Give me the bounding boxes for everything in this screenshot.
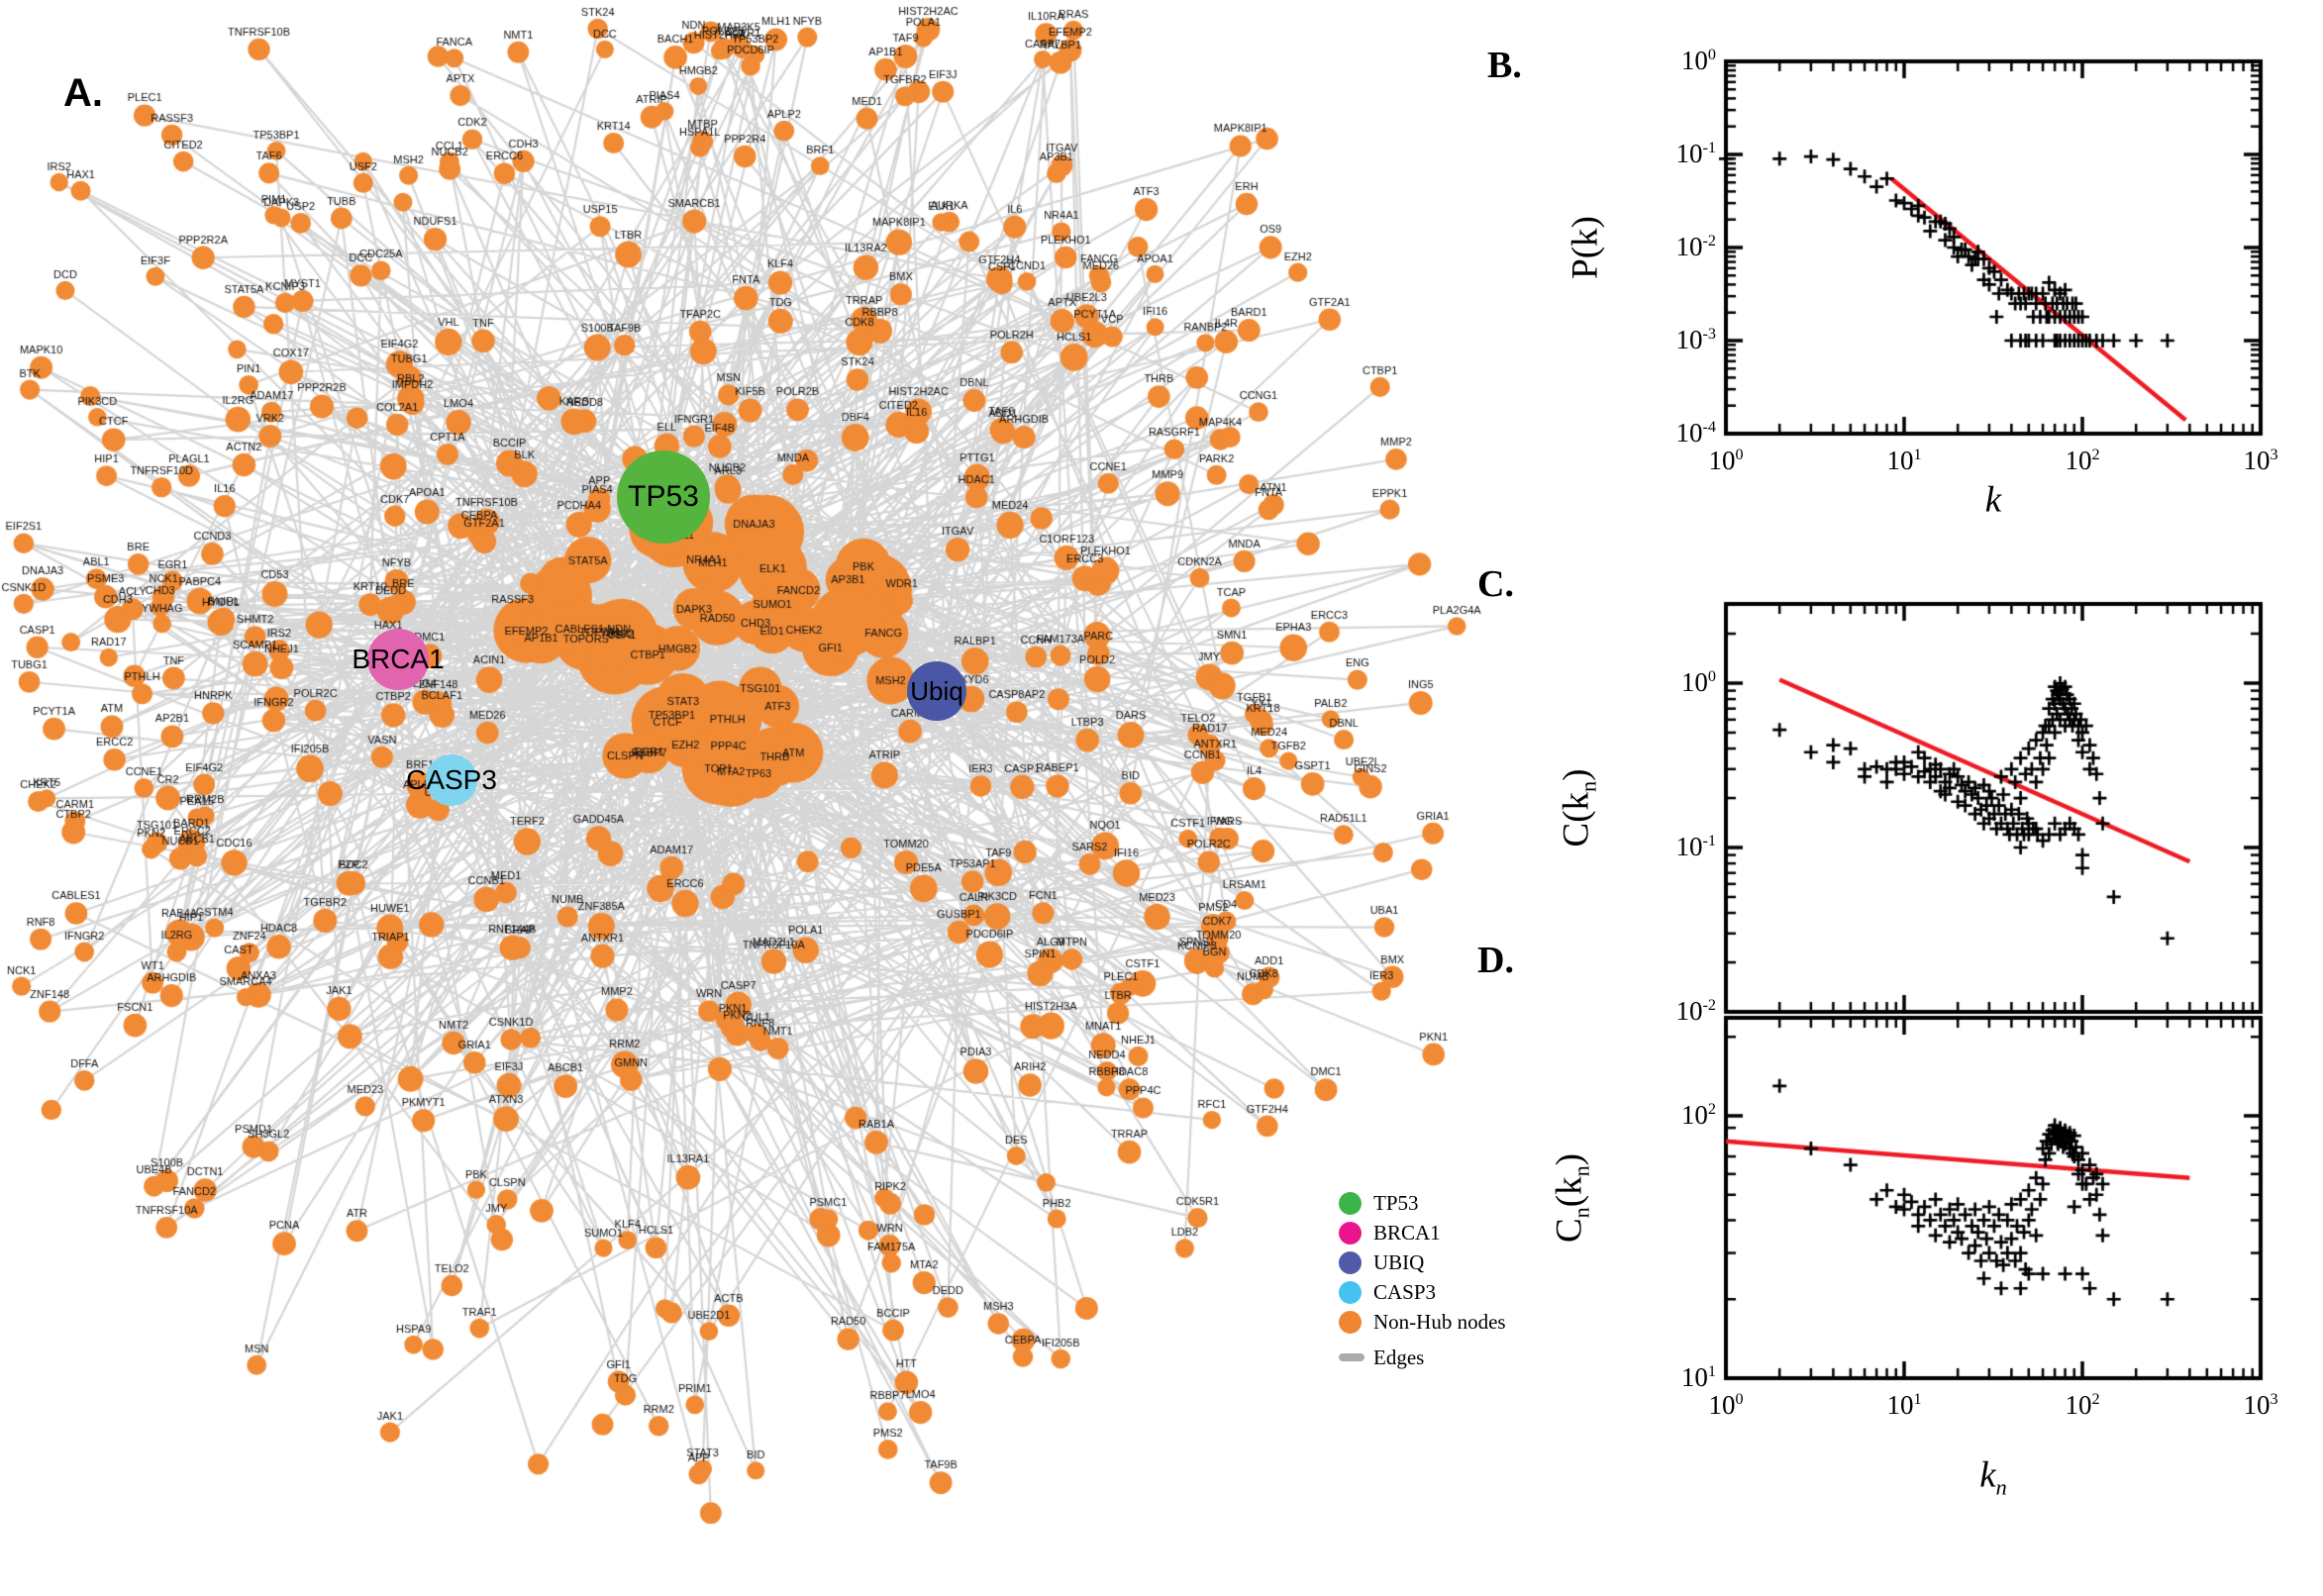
y-tick-label-B: 10-3 bbox=[1675, 324, 1716, 354]
x-tick-label-D: 100 bbox=[1708, 1390, 1744, 1420]
x-tick-label-D: 101 bbox=[1886, 1390, 1922, 1420]
legend-item-non-hub-nodes: Non-Hub nodes bbox=[1339, 1307, 1506, 1337]
hub-ubiq: Ubiq bbox=[907, 661, 966, 721]
x-axis-title-D: kn bbox=[1979, 1454, 2007, 1500]
edge-swatch-icon bbox=[1339, 1353, 1364, 1361]
x-tick-label-D: 102 bbox=[2065, 1390, 2100, 1420]
y-tick-label-D: 101 bbox=[1680, 1361, 1716, 1392]
hub-brca1: BRCA1 bbox=[352, 629, 445, 690]
node-swatch-icon bbox=[1339, 1310, 1362, 1334]
panel-c-label: C. bbox=[1477, 563, 1514, 605]
x-tick-label-B: 102 bbox=[2065, 446, 2100, 475]
legend-item-brca1: BRCA1 bbox=[1339, 1218, 1506, 1247]
x-axis-title-B: k bbox=[1984, 479, 2002, 521]
hub-tp53-label: TP53 bbox=[628, 480, 699, 513]
node-swatch-icon bbox=[1339, 1221, 1362, 1245]
hub-ubiq-label: Ubiq bbox=[910, 675, 963, 706]
legend-item-label: Non-Hub nodes bbox=[1373, 1309, 1506, 1334]
legend-item-label: TP53 bbox=[1373, 1190, 1419, 1215]
x-tick-label-D: 103 bbox=[2243, 1390, 2278, 1420]
legend-item-label: UBIQ bbox=[1373, 1249, 1425, 1274]
network-graph bbox=[0, 0, 1485, 1596]
hub-brca1-label: BRCA1 bbox=[352, 644, 445, 674]
y-tick-label-B: 10-4 bbox=[1675, 417, 1716, 448]
y-axis-title-C: C(kn) bbox=[1556, 768, 1601, 848]
y-tick-label-B: 10-1 bbox=[1675, 138, 1716, 168]
y-axis-title-B: P(k) bbox=[1565, 216, 1606, 279]
legend-item-label: BRCA1 bbox=[1373, 1220, 1441, 1245]
y-axis-title-D: Cn(kn) bbox=[1549, 1152, 1594, 1244]
hub-casp3: CASP3 bbox=[406, 754, 497, 806]
y-tick-label-C: 100 bbox=[1680, 666, 1716, 697]
hub-casp3-label: CASP3 bbox=[406, 764, 497, 795]
x-tick-label-B: 100 bbox=[1708, 446, 1744, 475]
legend-item-ubiq: UBIQ bbox=[1339, 1247, 1506, 1277]
y-tick-label-B: 100 bbox=[1680, 45, 1716, 75]
x-tick-label-B: 101 bbox=[1886, 446, 1922, 475]
y-tick-label-C: 10-2 bbox=[1675, 995, 1716, 1026]
node-swatch-icon bbox=[1339, 1280, 1362, 1304]
legend-item-casp3: CASP3 bbox=[1339, 1277, 1506, 1307]
legend: TP53 BRCA1 UBIQ CASP3 Non-Hub nodes Edges bbox=[1339, 1188, 1506, 1372]
legend-item-label: Edges bbox=[1373, 1345, 1425, 1369]
node-swatch-icon bbox=[1339, 1250, 1362, 1274]
panel-d-label: D. bbox=[1477, 940, 1514, 981]
legend-item-label: CASP3 bbox=[1373, 1279, 1437, 1304]
x-tick-label-B: 103 bbox=[2243, 446, 2278, 475]
panel-b-label: B. bbox=[1487, 45, 1522, 86]
hub-tp53: TP53 bbox=[617, 450, 710, 544]
y-tick-label-B: 10-2 bbox=[1675, 231, 1716, 261]
y-tick-label-C: 10-1 bbox=[1675, 831, 1716, 861]
legend-item-tp53: TP53 bbox=[1339, 1188, 1506, 1218]
node-swatch-icon bbox=[1339, 1191, 1362, 1215]
panel-a-label: A. bbox=[63, 71, 103, 115]
legend-item-edges: Edges bbox=[1339, 1343, 1506, 1372]
y-tick-label-D: 102 bbox=[1680, 1099, 1716, 1130]
